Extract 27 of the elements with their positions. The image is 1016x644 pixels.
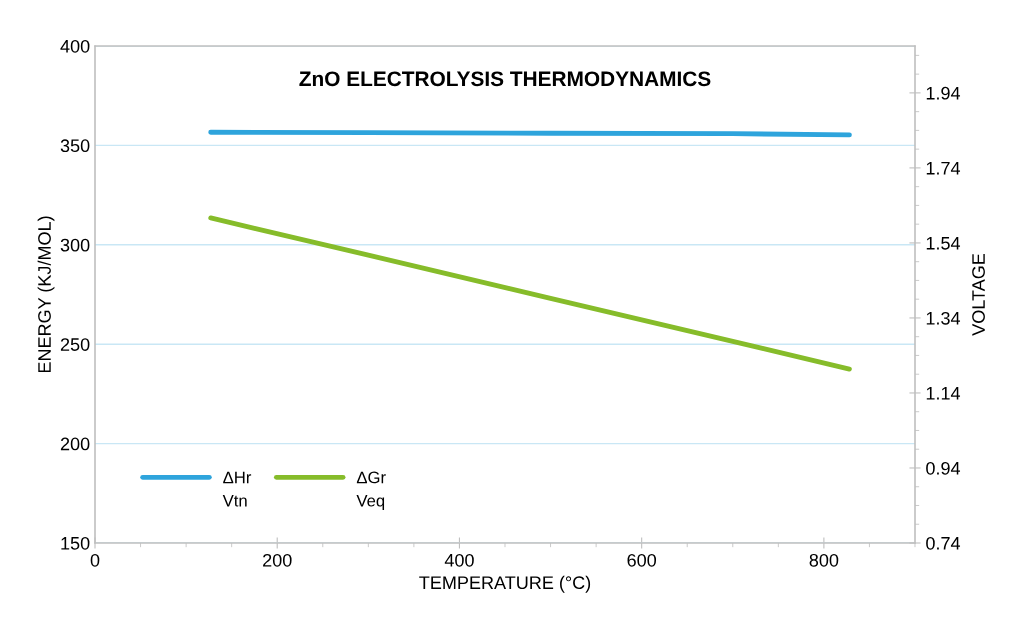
y-tick-label: 350 [60, 139, 90, 153]
line-series [208, 215, 852, 372]
y2-tick-label: 1.34 [926, 311, 961, 325]
x-tick-label: 600 [627, 553, 657, 567]
annotation: Vtn [222, 494, 247, 507]
y-tick-label: 300 [60, 238, 90, 252]
y-tick-label: 150 [61, 536, 90, 550]
y2-tick-label: 1.74 [926, 162, 961, 175]
x-axis-title: TEMPERATURE (°C) [419, 575, 591, 593]
y2-tick-label: 1.14 [926, 387, 961, 400]
y-tick-label: 200 [60, 437, 90, 451]
y-tick-label: 250 [60, 338, 90, 351]
legend-label: ΔHr [223, 471, 252, 484]
y2-tick-label: 1.94 [926, 86, 961, 100]
y2-tick-label: 0.74 [926, 536, 961, 550]
y2-tick-label: 1.54 [926, 237, 961, 250]
y2-axis-title: VOLTAGE [972, 253, 985, 336]
text: ZnO ELECTROLYSIS THERMODYNAMICS [299, 71, 711, 87]
annotation: Veq [356, 494, 385, 510]
x-tick-label: 0 [90, 553, 100, 567]
x-tick-label: 200 [263, 553, 292, 567]
x-tick-label: 400 [444, 553, 474, 567]
legend-label: ΔGr [356, 471, 386, 484]
x-tick-label: 800 [809, 553, 839, 567]
y2-tick-label: 0.94 [926, 461, 961, 475]
y-tick-label: 400 [60, 39, 90, 53]
y-axis-title: ENERGY (KJ/MOL) [37, 216, 55, 373]
